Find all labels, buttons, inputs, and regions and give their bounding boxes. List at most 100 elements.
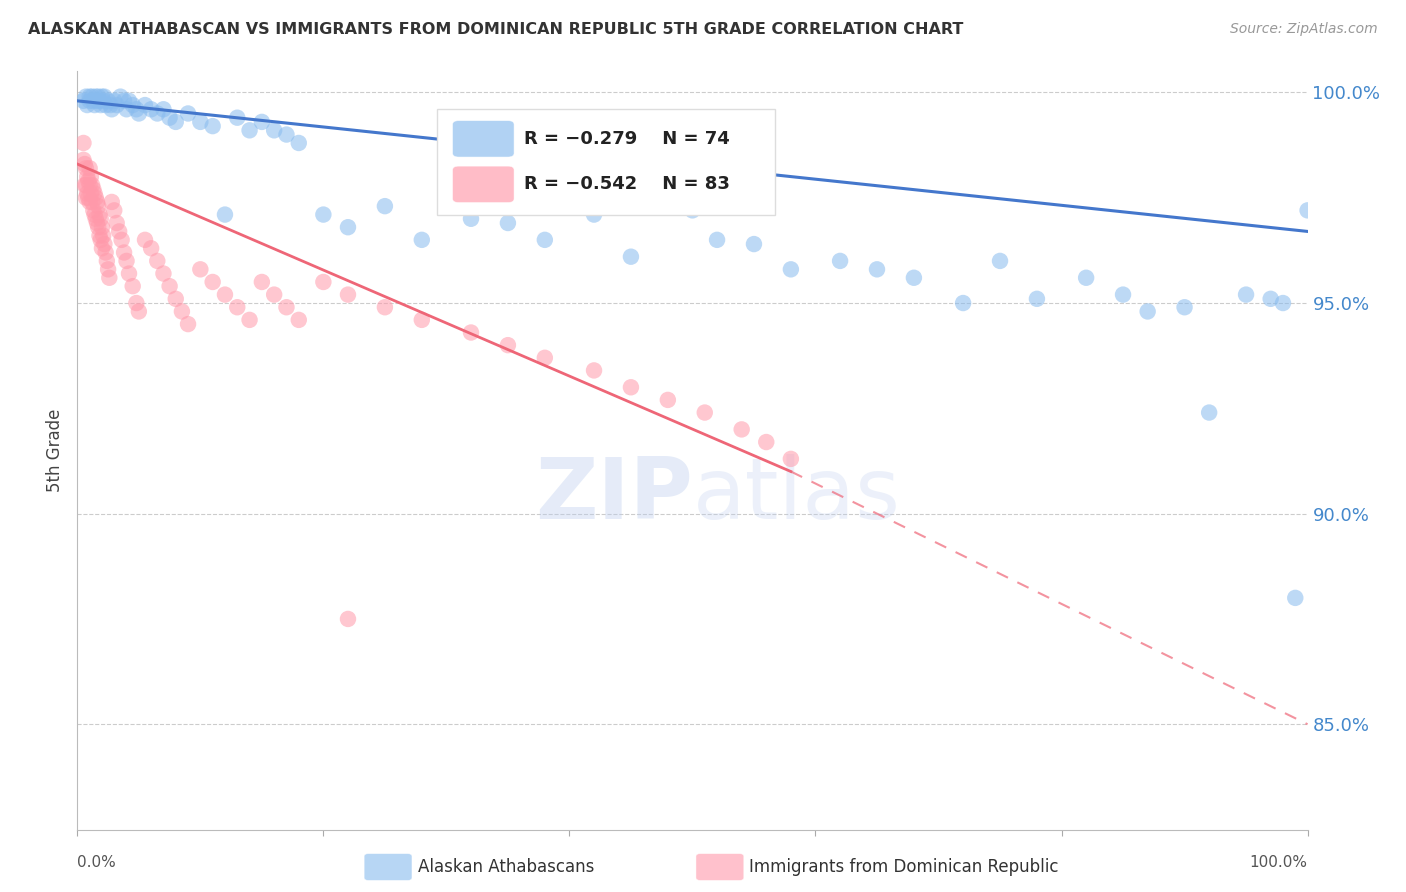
Point	[73, 178, 96, 193]
Point	[141, 102, 163, 116]
Point	[75, 89, 97, 103]
Point	[276, 128, 298, 142]
Point	[105, 216, 128, 230]
Point	[731, 422, 754, 436]
Point	[101, 102, 124, 116]
Point	[159, 279, 181, 293]
Text: ALASKAN ATHABASCAN VS IMMIGRANTS FROM DOMINICAN REPUBLIC 5TH GRADE CORRELATION C: ALASKAN ATHABASCAN VS IMMIGRANTS FROM DO…	[28, 22, 963, 37]
Point	[90, 220, 114, 235]
Point	[94, 245, 117, 260]
FancyBboxPatch shape	[453, 166, 515, 202]
Point	[76, 98, 98, 112]
Point	[90, 241, 114, 255]
Point	[125, 296, 148, 310]
Point	[952, 296, 974, 310]
Point	[100, 98, 122, 112]
Point	[101, 194, 124, 209]
Point	[112, 245, 135, 260]
Point	[83, 208, 105, 222]
Point	[288, 313, 311, 327]
Point	[82, 178, 104, 193]
Point	[87, 89, 110, 103]
Point	[89, 94, 111, 108]
Point	[82, 203, 104, 218]
Point	[1026, 292, 1049, 306]
Point	[86, 94, 108, 108]
Point	[780, 451, 803, 466]
Point	[84, 211, 107, 226]
Point	[82, 89, 104, 103]
Point	[374, 300, 396, 314]
Point	[411, 313, 433, 327]
Text: Immigrants from Dominican Republic: Immigrants from Dominican Republic	[749, 858, 1059, 876]
Point	[72, 136, 94, 150]
Point	[103, 203, 125, 218]
Point	[87, 199, 110, 213]
Point	[86, 216, 108, 230]
Point	[89, 228, 111, 243]
Point	[460, 326, 482, 340]
Point	[620, 250, 643, 264]
Point	[288, 136, 311, 150]
Point	[79, 161, 101, 176]
Point	[134, 233, 156, 247]
Point	[583, 363, 606, 377]
Point	[534, 233, 557, 247]
Point	[1234, 287, 1257, 301]
FancyBboxPatch shape	[437, 110, 775, 216]
Point	[108, 224, 131, 238]
Point	[460, 211, 482, 226]
Point	[90, 98, 112, 112]
Point	[146, 106, 169, 120]
FancyBboxPatch shape	[453, 120, 515, 157]
Point	[201, 275, 224, 289]
Point	[682, 203, 704, 218]
Point	[165, 292, 187, 306]
Point	[250, 115, 273, 129]
Point	[121, 279, 143, 293]
Point	[534, 351, 557, 365]
Point	[82, 182, 104, 196]
Point	[72, 94, 94, 108]
Point	[94, 98, 117, 112]
Point	[188, 262, 212, 277]
Text: ZIP: ZIP	[534, 454, 693, 538]
Text: Alaskan Athabascans: Alaskan Athabascans	[418, 858, 593, 876]
Point	[337, 220, 360, 235]
Point	[118, 267, 141, 281]
Point	[80, 186, 103, 201]
Point	[159, 111, 181, 125]
Text: Source: ZipAtlas.com: Source: ZipAtlas.com	[1230, 22, 1378, 37]
Text: atlas: atlas	[693, 454, 900, 538]
Point	[76, 169, 98, 184]
Point	[97, 262, 120, 277]
Point	[496, 338, 519, 352]
Point	[1260, 292, 1282, 306]
Point	[72, 153, 94, 167]
Point	[79, 94, 101, 108]
Point	[1272, 296, 1295, 310]
Point	[657, 392, 679, 407]
Point	[337, 287, 360, 301]
Point	[93, 237, 115, 252]
Point	[84, 191, 107, 205]
Point	[112, 94, 135, 108]
Point	[152, 267, 174, 281]
Point	[96, 254, 118, 268]
Point	[91, 94, 114, 108]
Point	[165, 115, 187, 129]
Point	[214, 208, 236, 222]
Point	[583, 208, 606, 222]
Point	[146, 254, 169, 268]
Point	[77, 174, 100, 188]
Point	[84, 89, 107, 103]
Point	[90, 233, 112, 247]
Point	[1296, 203, 1319, 218]
Point	[82, 94, 104, 108]
Point	[742, 237, 765, 252]
Point	[903, 270, 925, 285]
Point	[496, 216, 519, 230]
Point	[1112, 287, 1135, 301]
Point	[73, 157, 96, 171]
Point	[125, 102, 148, 116]
